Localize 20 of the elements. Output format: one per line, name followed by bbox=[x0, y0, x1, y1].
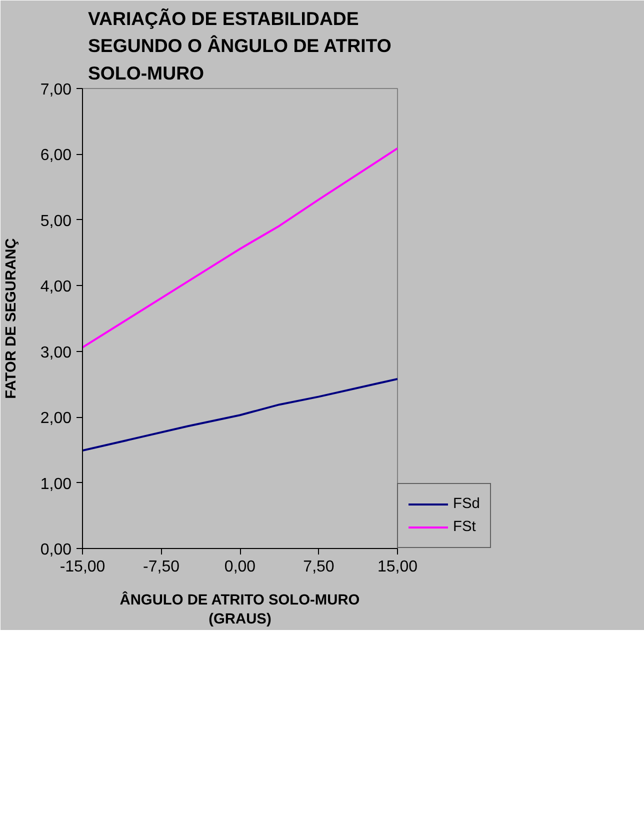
x-tick-label: -7,50 bbox=[143, 558, 180, 576]
x-tick-label: 15,00 bbox=[377, 558, 418, 576]
line-series bbox=[82, 378, 398, 452]
legend-label: FSt bbox=[453, 519, 476, 535]
y-tick-label: 7,00 bbox=[40, 82, 72, 98]
y-tick-label: 4,00 bbox=[40, 278, 72, 296]
x-axis-title: ÂNGULO DE ATRITO SOLO-MURO (GRAUS) bbox=[120, 590, 360, 628]
y-tick-label: 2,00 bbox=[40, 410, 72, 428]
y-tick-label: 0,00 bbox=[40, 542, 72, 558]
legend-label: FSd bbox=[453, 496, 480, 512]
line-series bbox=[82, 147, 398, 348]
x-tick-label: 0,00 bbox=[224, 558, 256, 576]
y-tick-label: 5,00 bbox=[40, 212, 72, 230]
y-axis-title: FATOR DE SEGURANÇ bbox=[3, 238, 20, 399]
y-tick-label: 3,00 bbox=[40, 344, 72, 362]
chart-title: VARIAÇÃO DE ESTABILIDADE SEGUNDO O ÂNGULO DE ATRITO SOLO-MURO bbox=[88, 8, 392, 84]
y-tick-label: 1,00 bbox=[40, 476, 72, 493]
x-tick-label: -15,00 bbox=[60, 558, 106, 576]
y-tick-label: 6,00 bbox=[40, 147, 72, 164]
x-tick-label: 7,50 bbox=[303, 558, 334, 576]
